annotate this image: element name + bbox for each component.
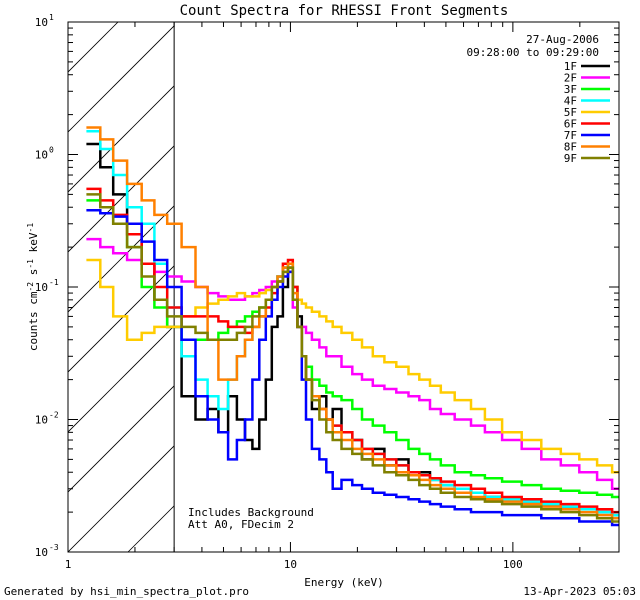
hatch-line [248, 0, 640, 552]
hatch-line [68, 265, 175, 373]
hatch-line [68, 385, 175, 493]
legend-label-1F: 1F [564, 60, 577, 73]
hatch-line [68, 22, 119, 73]
hatch-line [68, 145, 175, 253]
x-tick-label: 100 [503, 558, 523, 571]
y-tick-label: 10 [35, 546, 48, 559]
legend-label-7F: 7F [564, 129, 577, 142]
y-tick-label: 10 [35, 149, 48, 162]
series-line-5F [86, 258, 619, 474]
y-tick-exponent: 1 [49, 13, 54, 22]
hatch-line [428, 0, 640, 552]
legend-label-4F: 4F [564, 95, 577, 108]
y-axis-label: counts cm-2 s-1 keV-1 [26, 223, 40, 351]
hatch-line [68, 325, 175, 433]
series-line-3F [86, 199, 619, 499]
x-tick-label: 10 [284, 558, 297, 571]
hatch-line [0, 0, 128, 552]
legend-label-8F: 8F [564, 141, 577, 154]
y-tick-label: 10 [35, 281, 48, 294]
x-axis-label: Energy (keV) [304, 576, 383, 589]
legend-label-6F: 6F [564, 118, 577, 131]
legend-label-3F: 3F [564, 83, 577, 96]
hatch-line [68, 445, 175, 552]
hatch-line [68, 25, 175, 133]
generated-by: Generated by hsi_min_spectra_plot.pro [4, 585, 249, 598]
legend-label-5F: 5F [564, 106, 577, 119]
annotation-attenuator: Att A0, FDecim 2 [188, 518, 294, 531]
hatch-line [548, 0, 640, 552]
date-label: 27-Aug-2006 [526, 33, 599, 46]
annotation-background: Includes Background [188, 506, 314, 519]
y-tick-label: 10 [35, 16, 48, 29]
svg-text:counts cm-2 s-1 keV-1: counts cm-2 s-1 keV-1 [26, 223, 40, 351]
series-group [86, 126, 619, 527]
legend-label-9F: 9F [564, 152, 577, 165]
y-tick-exponent: -2 [49, 411, 59, 420]
y-tick-label: 10 [35, 414, 48, 427]
chart-title: Count Spectra for RHESSI Front Segments [180, 3, 509, 19]
legend-label-2F: 2F [564, 72, 577, 85]
x-tick-label: 1 [65, 558, 72, 571]
hatch-line [308, 0, 640, 552]
series-line-6F [86, 187, 619, 514]
series-line-9F [86, 193, 619, 523]
time-range-label: 09:28:00 to 09:29:00 [467, 46, 599, 59]
hatch-line [68, 205, 175, 313]
footer-timestamp: 13-Apr-2023 05:03 [523, 585, 636, 598]
series-line-7F [86, 208, 619, 527]
y-tick-exponent: -1 [49, 278, 59, 287]
y-tick-exponent: 0 [49, 146, 54, 155]
hatch-lines [0, 0, 640, 552]
y-tick-exponent: -3 [49, 543, 59, 552]
hatched-region [0, 0, 640, 552]
